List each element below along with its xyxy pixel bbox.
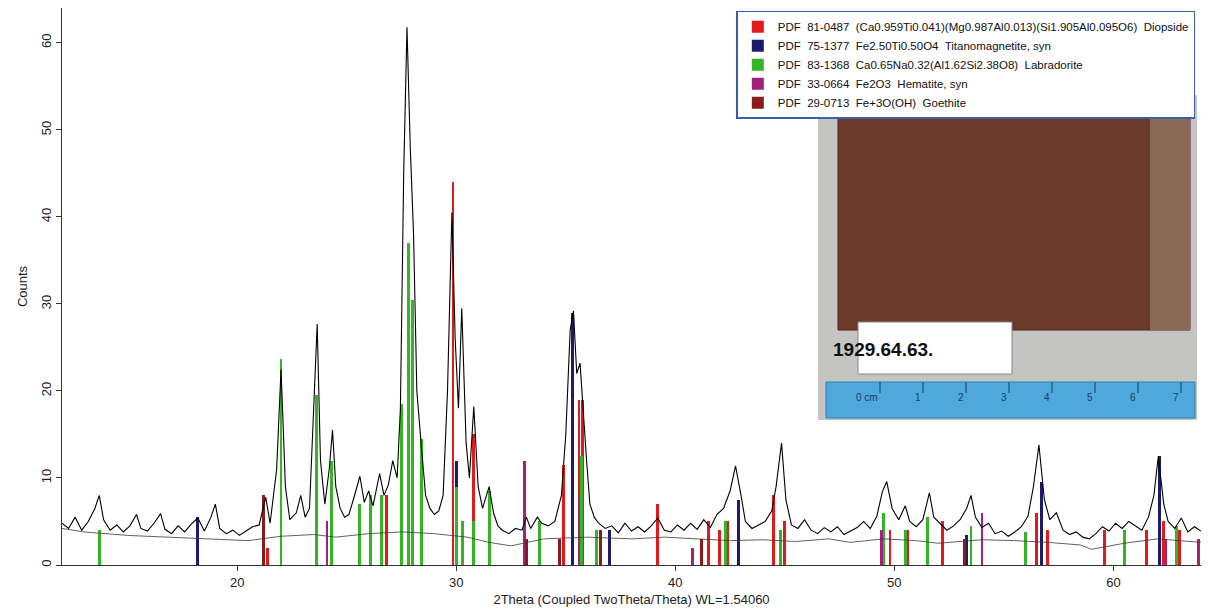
- svg-text:2Theta (Coupled TwoTheta/Theta: 2Theta (Coupled TwoTheta/Theta) WL=1.540…: [493, 592, 769, 607]
- svg-text:2: 2: [958, 392, 964, 403]
- svg-text:3: 3: [1001, 392, 1007, 403]
- svg-text:60: 60: [1106, 575, 1120, 590]
- svg-text:4: 4: [1044, 392, 1050, 403]
- svg-text:1: 1: [915, 392, 921, 403]
- svg-text:10: 10: [39, 469, 54, 483]
- svg-text:0 cm: 0 cm: [856, 392, 878, 403]
- svg-text:7: 7: [1173, 392, 1179, 403]
- svg-text:30: 30: [39, 295, 54, 309]
- svg-text:1929.64.63.: 1929.64.63.: [833, 339, 933, 360]
- svg-text:20: 20: [230, 575, 244, 590]
- svg-text:40: 40: [668, 575, 682, 590]
- svg-text:PDF 33-0664 Fe2O3 Hematite,: PDF 33-0664 Fe2O3 Hematite, syn: [778, 78, 968, 90]
- svg-text:0: 0: [39, 559, 54, 566]
- svg-text:50: 50: [39, 121, 54, 135]
- svg-text:PDF 83-1368 Ca0.65Na0.32(Al1: PDF 83-1368 Ca0.65Na0.32(Al1.62Si2.38O8)…: [778, 59, 1083, 71]
- svg-text:PDF 75-1377 Fe2.50Ti0.50O4: PDF 75-1377 Fe2.50Ti0.50O4 Titanomagneti…: [778, 40, 1051, 52]
- svg-text:Counts: Counts: [15, 265, 30, 307]
- svg-text:40: 40: [39, 208, 54, 222]
- svg-text:5: 5: [1087, 392, 1093, 403]
- svg-text:PDF 81-0487 (Ca0.959Ti0.041): PDF 81-0487 (Ca0.959Ti0.041)(Mg0.987Al0.…: [778, 21, 1189, 33]
- svg-text:50: 50: [887, 575, 901, 590]
- svg-text:60: 60: [39, 34, 54, 48]
- svg-text:PDF 29-0713 Fe+3O(OH) Goeth: PDF 29-0713 Fe+3O(OH) Goethite: [778, 97, 966, 109]
- svg-text:30: 30: [449, 575, 463, 590]
- svg-text:6: 6: [1130, 392, 1136, 403]
- svg-text:20: 20: [39, 382, 54, 396]
